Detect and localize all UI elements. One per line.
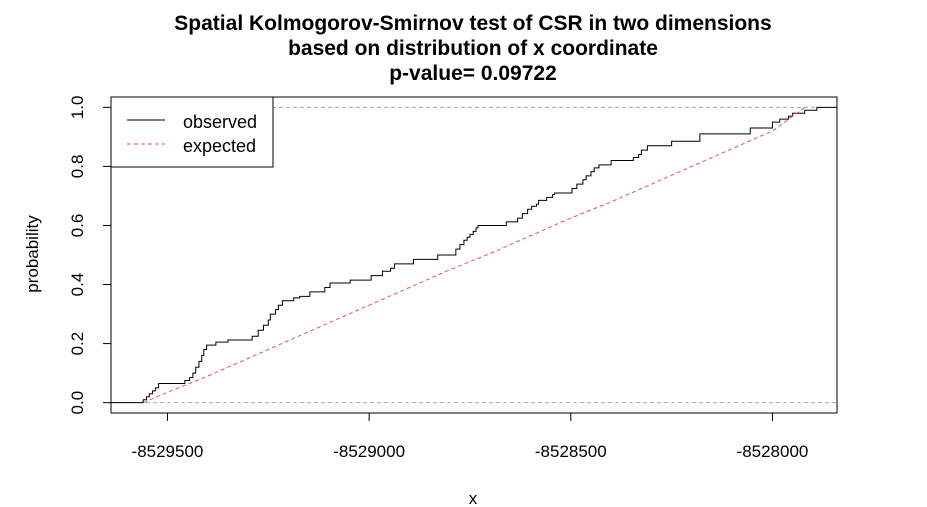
legend-label-observed: observed bbox=[183, 112, 257, 132]
x-tick-label: -8528000 bbox=[737, 442, 809, 461]
y-tick-label: 0.4 bbox=[68, 273, 87, 297]
title-line-3-p-value: p-value= 0.09722 bbox=[389, 62, 557, 85]
legend-label-expected: expected bbox=[183, 136, 256, 156]
x-tick-label: -8528500 bbox=[535, 442, 607, 461]
y-axis: 0.0 0.2 0.4 0.6 0.8 1.0 bbox=[68, 96, 112, 415]
title-line-1: Spatial Kolmogorov-Smirnov test of CSR i… bbox=[174, 12, 771, 35]
y-tick-label: 0.0 bbox=[68, 391, 87, 415]
y-axis-label: probability bbox=[23, 215, 42, 293]
x-tick-label: -8529500 bbox=[132, 442, 204, 461]
chart-title: Spatial Kolmogorov-Smirnov test of CSR i… bbox=[174, 12, 771, 85]
y-tick-label: 0.2 bbox=[68, 332, 87, 356]
series-layer bbox=[111, 106, 837, 404]
legend: observed expected bbox=[110, 96, 274, 168]
x-axis: -8529500 -8529000 -8528500 -8528000 bbox=[132, 412, 809, 461]
title-line-2: based on distribution of x coordinate bbox=[288, 37, 658, 60]
x-axis-label: x bbox=[469, 489, 478, 507]
series-line-expected bbox=[143, 106, 806, 404]
y-tick-label: 0.6 bbox=[68, 214, 87, 238]
series-line-observed bbox=[111, 106, 837, 404]
legend-box bbox=[110, 96, 274, 168]
y-tick-label: 0.8 bbox=[68, 155, 87, 179]
y-tick-label: 1.0 bbox=[68, 96, 87, 120]
x-tick-label: -8529000 bbox=[333, 442, 405, 461]
